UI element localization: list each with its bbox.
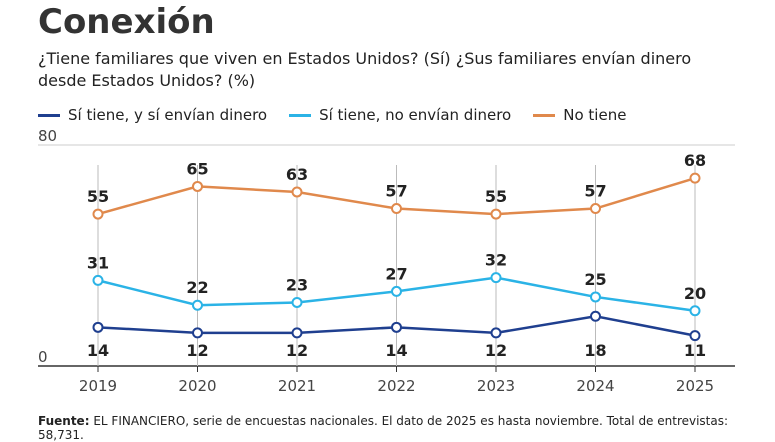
data-label: 31 bbox=[87, 253, 109, 272]
legend: Sí tiene, y sí envían dinero Sí tiene, no… bbox=[38, 106, 626, 124]
chart-title: Conexión bbox=[38, 2, 215, 42]
data-label: 57 bbox=[385, 182, 407, 201]
legend-item: No tiene bbox=[533, 106, 626, 124]
data-point bbox=[92, 321, 104, 333]
data-point bbox=[590, 291, 601, 303]
data-point bbox=[490, 208, 502, 220]
data-label: 57 bbox=[584, 182, 606, 201]
data-label: 20 bbox=[684, 284, 706, 303]
chart-subtitle: ¿Tiene familiares que viven en Estados U… bbox=[38, 49, 692, 90]
x-tick-label: 2021 bbox=[278, 377, 316, 395]
y-tick-label: 0 bbox=[38, 348, 48, 366]
data-label: 14 bbox=[385, 341, 407, 360]
data-label: 14 bbox=[87, 341, 109, 360]
source: Fuente: EL FINANCIERO, serie de encuesta… bbox=[38, 414, 775, 442]
x-tick-label: 2023 bbox=[477, 377, 515, 395]
data-point bbox=[391, 321, 402, 333]
x-tick-label: 2024 bbox=[576, 377, 614, 395]
data-label: 11 bbox=[684, 341, 706, 360]
legend-item: Sí tiene, no envían dinero bbox=[289, 106, 511, 124]
legend-label: Sí tiene, y sí envían dinero bbox=[68, 106, 268, 124]
data-point bbox=[92, 208, 104, 220]
legend-swatch bbox=[289, 113, 312, 117]
legend-swatch bbox=[38, 113, 60, 117]
legend-label: Sí tiene, no envían dinero bbox=[319, 106, 512, 124]
source-label: Fuente: bbox=[38, 414, 90, 428]
data-point bbox=[689, 172, 701, 184]
source-text: EL FINANCIERO, serie de encuestas nacion… bbox=[38, 414, 729, 442]
data-label: 18 bbox=[584, 341, 606, 360]
data-point bbox=[291, 296, 303, 308]
data-point bbox=[689, 305, 701, 317]
data-label: 12 bbox=[286, 341, 308, 360]
data-label: 55 bbox=[87, 187, 109, 206]
x-tick-label: 2022 bbox=[377, 377, 415, 395]
data-point bbox=[490, 327, 502, 339]
legend-swatch bbox=[533, 113, 556, 117]
data-label: 12 bbox=[485, 341, 507, 360]
x-tick-label: 2025 bbox=[676, 377, 714, 395]
data-label: 55 bbox=[485, 187, 507, 206]
data-label: 25 bbox=[584, 270, 606, 289]
data-label: 23 bbox=[286, 275, 308, 294]
data-point bbox=[490, 272, 502, 284]
x-tick-label: 2019 bbox=[79, 377, 117, 395]
data-point bbox=[192, 327, 203, 339]
data-point bbox=[391, 203, 402, 215]
data-label: 65 bbox=[186, 159, 208, 178]
legend-item: Sí tiene, y sí envían dinero bbox=[38, 106, 267, 124]
data-label: 12 bbox=[186, 341, 208, 360]
data-label: 63 bbox=[286, 165, 308, 184]
data-point bbox=[291, 327, 303, 339]
data-label: 32 bbox=[485, 251, 507, 270]
data-point bbox=[92, 274, 104, 286]
data-point bbox=[689, 330, 701, 342]
data-point bbox=[192, 299, 203, 311]
data-label: 68 bbox=[684, 151, 706, 170]
data-label: 27 bbox=[385, 264, 407, 283]
data-point bbox=[590, 310, 601, 322]
x-tick-label: 2020 bbox=[178, 377, 216, 395]
data-label: 22 bbox=[186, 278, 208, 297]
data-point bbox=[291, 186, 303, 198]
legend-label: No tiene bbox=[563, 106, 627, 124]
data-point bbox=[391, 285, 402, 297]
data-point bbox=[192, 180, 203, 192]
y-tick-label: 80 bbox=[38, 127, 57, 145]
data-point bbox=[590, 203, 601, 215]
